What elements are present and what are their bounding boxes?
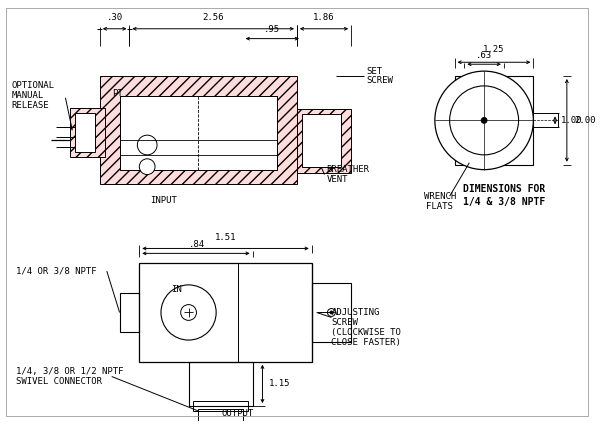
Circle shape [320, 143, 323, 147]
Circle shape [181, 304, 196, 321]
Text: BREATHER: BREATHER [326, 165, 370, 174]
Circle shape [320, 133, 323, 137]
Circle shape [449, 86, 518, 155]
Text: INPUT: INPUT [151, 196, 178, 205]
Text: OUTPUT: OUTPUT [221, 410, 253, 418]
Text: 1.15: 1.15 [269, 379, 291, 388]
Text: SCREW: SCREW [366, 76, 393, 86]
Bar [302, 114, 341, 167]
Bar [297, 109, 351, 173]
Text: WRENCH: WRENCH [424, 192, 456, 201]
Text: 1/4 OR 3/8 NPTF: 1/4 OR 3/8 NPTF [16, 267, 97, 276]
Text: .84: .84 [188, 240, 205, 249]
Circle shape [320, 123, 323, 127]
Bar [533, 114, 558, 127]
Text: OPTIONAL: OPTIONAL [11, 81, 54, 90]
Text: .95: .95 [264, 25, 280, 33]
Text: 1/4 & 3/8 NPTF: 1/4 & 3/8 NPTF [463, 197, 545, 207]
Text: 1/4, 3/8 OR 1/2 NPTF: 1/4, 3/8 OR 1/2 NPTF [16, 367, 124, 376]
Bar [312, 283, 351, 342]
Text: FLATS: FLATS [427, 201, 453, 211]
Text: IN: IN [172, 285, 182, 294]
Text: (CLOCKWISE TO: (CLOCKWISE TO [331, 328, 401, 337]
Bar [188, 362, 253, 406]
Text: 2.56: 2.56 [202, 13, 224, 22]
Bar [119, 96, 277, 170]
Text: RELEASE: RELEASE [11, 101, 49, 110]
Circle shape [137, 135, 157, 155]
Bar [100, 76, 297, 184]
Circle shape [481, 117, 487, 123]
Bar [70, 108, 105, 157]
Circle shape [161, 285, 216, 340]
Text: 1.86: 1.86 [313, 13, 334, 22]
Circle shape [330, 311, 333, 314]
Text: 1.51: 1.51 [215, 232, 236, 242]
Bar [193, 401, 248, 411]
Bar [139, 263, 312, 362]
Bar [75, 112, 95, 152]
Text: 1.00: 1.00 [561, 116, 583, 125]
Bar [119, 293, 139, 332]
Bar [199, 409, 243, 421]
Text: CLOSE FASTER): CLOSE FASTER) [331, 338, 401, 346]
Text: SCREW: SCREW [331, 318, 358, 327]
Circle shape [328, 309, 335, 316]
Circle shape [435, 71, 533, 170]
Text: PT: PT [112, 89, 123, 98]
Text: SWIVEL CONNECTOR: SWIVEL CONNECTOR [16, 377, 102, 386]
Text: 2.00: 2.00 [575, 116, 596, 125]
Circle shape [139, 159, 155, 175]
Text: MANUAL: MANUAL [11, 91, 43, 100]
Text: .63: .63 [476, 51, 492, 60]
Text: 1.25: 1.25 [483, 45, 505, 54]
Text: .30: .30 [107, 13, 123, 22]
Text: SET: SET [366, 67, 382, 75]
Text: VENT: VENT [326, 175, 348, 184]
Text: ADJUSTING: ADJUSTING [331, 308, 380, 317]
Bar [455, 76, 533, 165]
Text: DIMENSIONS FOR: DIMENSIONS FOR [463, 184, 545, 194]
Bar [119, 96, 277, 170]
Circle shape [320, 153, 323, 157]
